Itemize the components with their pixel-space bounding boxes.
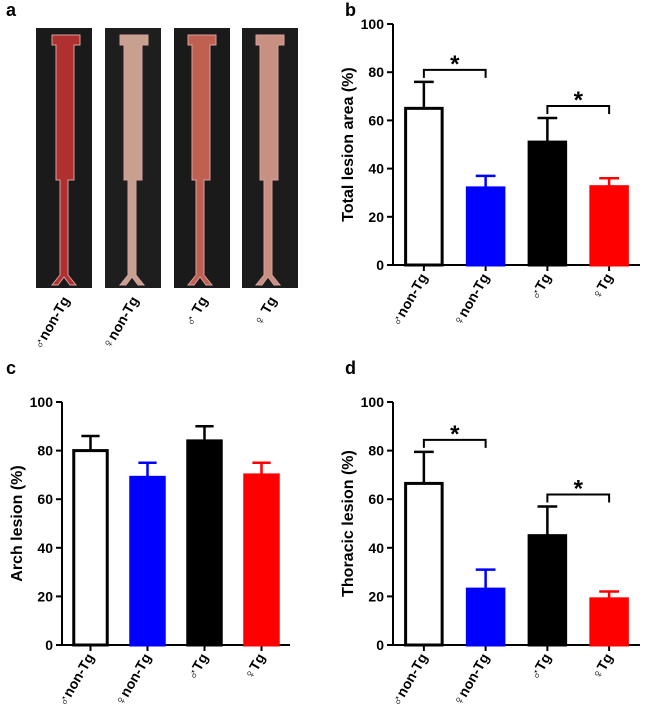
y-tick-label: 60 [368,112,384,128]
y-tick-label: 20 [368,209,384,225]
x-tick-label: ♀Tg [240,651,268,683]
x-tick-label: ♂Tg [526,651,554,683]
bar [589,597,629,647]
photo [36,28,298,288]
x-tick-label: ♂non-Tg [388,651,431,709]
bar [404,481,444,647]
aorta [254,34,285,286]
y-axis-label: Thoracic lesion (%) [340,450,357,597]
bar [589,185,629,267]
x-tick-label: ♂non-Tg [54,651,97,709]
y-tick-label: 0 [376,637,384,653]
bar [243,473,280,647]
bar [527,140,568,267]
significance-bracket [422,438,487,448]
bar [72,449,109,647]
x-tick-label: ♂Tg [526,271,554,303]
significance-marker: * [574,475,584,502]
significance-bracket [422,68,487,78]
bar [404,106,444,267]
y-tick-label: 0 [376,257,384,273]
y-tick-label: 60 [368,491,384,507]
y-tick-label: 40 [37,540,53,556]
y-axis-label: Arch lesion (%) [9,465,26,581]
bar [465,186,506,267]
x-tick-label: ♂Tg [183,651,211,683]
y-tick-label: 80 [37,443,53,459]
y-tick-label: 40 [368,540,384,556]
panel-label: c [6,358,16,378]
bar [527,534,568,647]
x-tick-label: ♂non-Tg [388,271,431,329]
photo-caption: ♂non-Tg [30,294,73,352]
photo-caption: ♂ Tg [181,294,211,329]
aorta [186,34,217,286]
panel-label: d [345,358,356,378]
y-tick-label: 20 [368,588,384,604]
bar [465,587,506,647]
aorta [50,34,81,286]
significance-bracket [546,493,611,503]
y-tick-label: 60 [37,491,53,507]
significance-marker: * [450,421,460,448]
y-tick-label: 100 [30,394,54,410]
bar [186,439,223,647]
significance-marker: * [574,87,584,114]
y-tick-label: 100 [361,394,385,410]
photo-caption: ♀ Tg [250,294,280,329]
aorta [118,34,149,286]
x-tick-label: ♀non-Tg [111,651,154,709]
x-tick-label: ♀Tg [588,271,616,303]
y-tick-label: 80 [368,443,384,459]
bar [129,475,166,647]
significance-marker: * [450,51,460,78]
y-tick-label: 40 [368,161,384,177]
photo-caption: ♀non-Tg [99,294,142,352]
panel-label: b [345,0,356,20]
y-tick-label: 0 [45,637,53,653]
x-tick-label: ♀Tg [588,651,616,683]
y-tick-label: 80 [368,64,384,80]
significance-bracket [546,104,611,114]
y-axis-label: Total lesion area (%) [340,67,357,221]
y-tick-label: 20 [37,588,53,604]
panel-label: a [6,0,17,20]
x-tick-label: ♀non-Tg [449,271,492,329]
y-tick-label: 100 [361,16,385,32]
x-tick-label: ♀non-Tg [449,651,492,709]
